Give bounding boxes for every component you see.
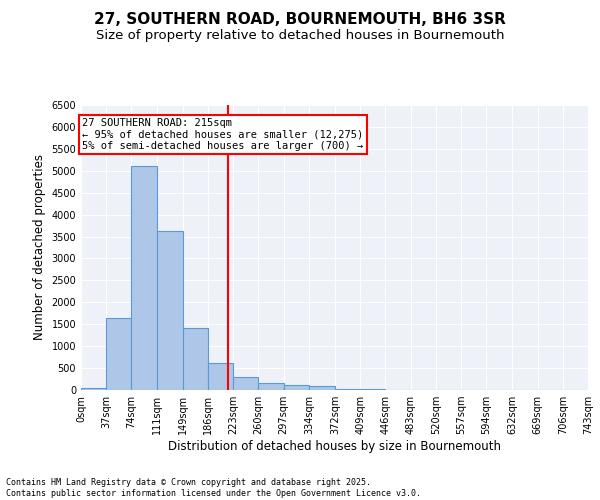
Bar xyxy=(233,377,259,390)
Bar xyxy=(106,318,131,390)
Y-axis label: Number of detached properties: Number of detached properties xyxy=(33,154,46,340)
Bar xyxy=(335,388,360,390)
Bar xyxy=(182,328,208,390)
Bar xyxy=(309,386,335,390)
Bar xyxy=(259,383,284,390)
Bar xyxy=(131,166,157,390)
Bar xyxy=(157,232,182,390)
Text: 27, SOUTHERN ROAD, BOURNEMOUTH, BH6 3SR: 27, SOUTHERN ROAD, BOURNEMOUTH, BH6 3SR xyxy=(94,12,506,28)
Text: Contains HM Land Registry data © Crown copyright and database right 2025.
Contai: Contains HM Land Registry data © Crown c… xyxy=(6,478,421,498)
Text: 27 SOUTHERN ROAD: 215sqm
← 95% of detached houses are smaller (12,275)
5% of sem: 27 SOUTHERN ROAD: 215sqm ← 95% of detach… xyxy=(82,118,364,152)
Text: Size of property relative to detached houses in Bournemouth: Size of property relative to detached ho… xyxy=(96,29,504,42)
Bar xyxy=(208,364,233,390)
Bar xyxy=(284,385,309,390)
X-axis label: Distribution of detached houses by size in Bournemouth: Distribution of detached houses by size … xyxy=(168,440,501,453)
Bar xyxy=(81,388,106,390)
